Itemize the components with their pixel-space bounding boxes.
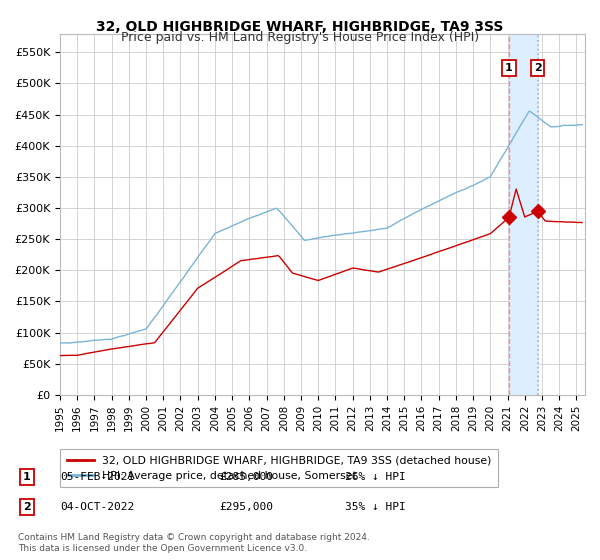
Text: 2: 2 [534, 63, 542, 73]
Text: Price paid vs. HM Land Registry's House Price Index (HPI): Price paid vs. HM Land Registry's House … [121, 31, 479, 44]
Text: £295,000: £295,000 [219, 502, 273, 512]
Text: 04-OCT-2022: 04-OCT-2022 [60, 502, 134, 512]
Text: 1: 1 [23, 472, 31, 482]
Bar [509, 34, 538, 395]
Text: 35% ↓ HPI: 35% ↓ HPI [345, 502, 406, 512]
Text: 05-FEB-2021: 05-FEB-2021 [60, 472, 134, 482]
Text: 2: 2 [23, 502, 31, 512]
Text: 32, OLD HIGHBRIDGE WHARF, HIGHBRIDGE, TA9 3SS: 32, OLD HIGHBRIDGE WHARF, HIGHBRIDGE, TA… [97, 20, 503, 34]
Text: £285,000: £285,000 [219, 472, 273, 482]
Legend: 32, OLD HIGHBRIDGE WHARF, HIGHBRIDGE, TA9 3SS (detached house), HPI: Average pri: 32, OLD HIGHBRIDGE WHARF, HIGHBRIDGE, TA… [60, 449, 498, 487]
Text: 26% ↓ HPI: 26% ↓ HPI [345, 472, 406, 482]
Text: 1: 1 [505, 63, 513, 73]
Text: Contains HM Land Registry data © Crown copyright and database right 2024.
This d: Contains HM Land Registry data © Crown c… [18, 533, 370, 553]
